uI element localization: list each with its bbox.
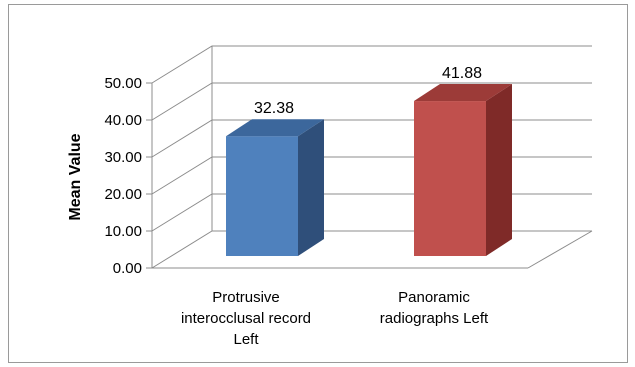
y-tick-label: 30.00 xyxy=(104,149,142,166)
bar-side xyxy=(298,119,324,256)
category-label: Protrusive xyxy=(212,289,280,306)
category-labels: Protrusive interocclusal record Left Panora… xyxy=(181,289,489,348)
data-labels-layer: 32.38 41.88 xyxy=(254,65,482,117)
bar-front xyxy=(226,136,298,256)
category-label: radiographs Left xyxy=(380,310,489,327)
bar-top xyxy=(414,84,512,102)
data-label: 41.88 xyxy=(442,65,482,82)
grid-layer xyxy=(146,45,593,269)
y-tick-label: 50.00 xyxy=(104,75,142,92)
data-label: 32.38 xyxy=(254,100,294,117)
y-tick-label: 10.00 xyxy=(104,223,142,240)
y-tick-labels: 0.00 10.00 20.00 30.00 40.00 50.00 xyxy=(104,75,142,277)
gridline xyxy=(151,119,592,158)
gridline xyxy=(151,45,592,84)
bar-front xyxy=(414,101,486,256)
category-label: Left xyxy=(233,331,259,348)
y-tick-label: 0.00 xyxy=(113,260,142,277)
gridline xyxy=(151,156,592,195)
bar xyxy=(226,119,324,256)
category-label: Panoramic xyxy=(398,289,470,306)
y-tick-label: 20.00 xyxy=(104,186,142,203)
gridline xyxy=(151,230,592,269)
y-tick-label: 40.00 xyxy=(104,112,142,129)
bar xyxy=(414,84,512,256)
category-label: interocclusal record xyxy=(181,310,311,327)
y-axis-label: Mean Value xyxy=(67,133,84,220)
bar-side xyxy=(486,84,512,256)
gridline xyxy=(151,193,592,232)
floor-right-edge xyxy=(527,230,593,269)
gridline xyxy=(151,82,592,121)
bar-top xyxy=(226,119,324,137)
bars-layer xyxy=(226,84,512,256)
